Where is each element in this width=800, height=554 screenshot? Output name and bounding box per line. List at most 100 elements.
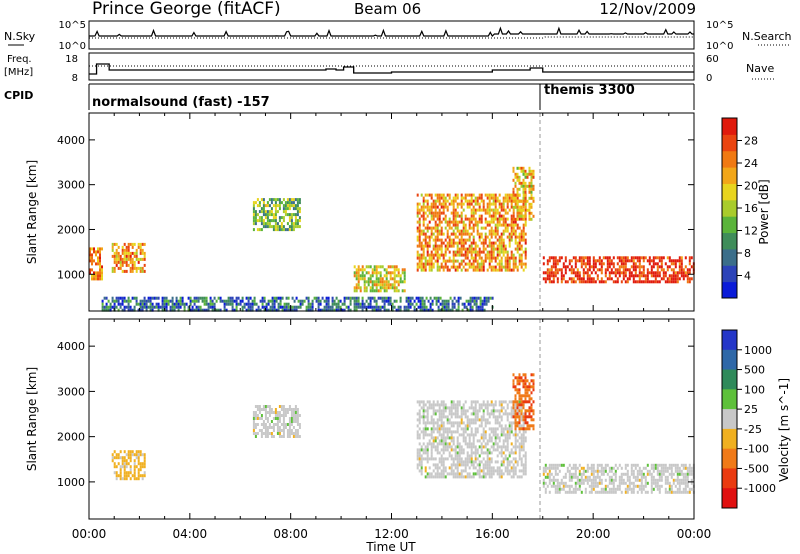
velocity-cell (440, 463, 443, 467)
power-cell (274, 228, 277, 232)
y-tick-label: 1000 (57, 476, 85, 489)
power-cell (405, 299, 408, 303)
velocity-cell (500, 445, 503, 449)
power-cell (500, 217, 503, 221)
velocity-cell (510, 424, 513, 428)
power-cell (252, 201, 255, 205)
velocity-cell (572, 463, 575, 467)
velocity-cell (520, 406, 523, 410)
power-cell (472, 217, 475, 221)
velocity-cell (440, 469, 443, 473)
velocity-cell (470, 463, 473, 467)
power-cell (292, 198, 295, 202)
velocity-cell (634, 463, 637, 467)
power-cell (612, 265, 615, 269)
power-cell (375, 299, 378, 303)
power-cell (483, 299, 486, 303)
velocity-cell (458, 451, 461, 455)
power-cell (215, 308, 218, 312)
power-cell (520, 253, 523, 257)
velocity-cell (484, 451, 487, 455)
power-cell (391, 302, 394, 306)
velocity-cell (572, 475, 575, 479)
velocity-cell (668, 463, 671, 467)
power-cell (443, 299, 446, 303)
velocity-cell (440, 454, 443, 458)
velocity-cell (494, 403, 497, 407)
velocity-cell (516, 433, 519, 437)
velocity-cell (274, 411, 277, 414)
velocity-cell (518, 454, 521, 458)
power-cell (231, 308, 234, 312)
power-cell (438, 214, 441, 218)
velocity-cell (514, 457, 517, 461)
power-cell (632, 274, 635, 278)
power-cell (430, 226, 433, 230)
velocity-cell (626, 472, 629, 476)
power-cell (490, 214, 493, 218)
power-cell (514, 238, 517, 242)
velocity-cell (290, 417, 293, 420)
power-cell (462, 253, 465, 257)
velocity-cell (554, 469, 557, 473)
power-cell (117, 251, 120, 255)
power-cell (177, 299, 180, 303)
power-cell (424, 193, 427, 197)
velocity-cell (532, 400, 535, 404)
power-cell (115, 254, 118, 258)
power-cell (270, 201, 273, 205)
power-cell (293, 308, 296, 312)
velocity-cell (436, 466, 439, 470)
power-cell (514, 193, 517, 197)
power-cell (280, 228, 283, 232)
velocity-cell (282, 429, 285, 432)
velocity-cell (596, 463, 599, 467)
velocity-cell (474, 472, 477, 476)
power-cell (267, 299, 270, 303)
velocity-cell (119, 468, 122, 472)
velocity-cell (458, 421, 461, 425)
power-cell (121, 257, 124, 261)
power-cell (268, 219, 271, 223)
colorbar-swatch (722, 265, 737, 283)
power-cell (355, 283, 358, 287)
power-cell (149, 302, 152, 306)
velocity-cell (486, 469, 489, 473)
velocity-cell (532, 418, 535, 422)
power-cell (488, 259, 491, 263)
velocity-cell (666, 475, 669, 479)
power-cell (520, 181, 523, 185)
velocity-cell (476, 415, 479, 419)
power-cell (662, 277, 665, 281)
power-cell (361, 302, 364, 306)
power-cell (556, 268, 559, 272)
velocity-cell (498, 415, 501, 419)
velocity-cell (418, 400, 421, 404)
power-cell (115, 299, 118, 303)
velocity-cell (115, 465, 118, 469)
power-cell (498, 223, 501, 227)
velocity-cell (494, 439, 497, 443)
velocity-cell (444, 415, 447, 419)
velocity-cell (468, 445, 471, 449)
velocity-cell (548, 481, 551, 485)
power-cell (432, 202, 435, 206)
velocity-cell (446, 430, 449, 434)
velocity-cell (472, 409, 475, 413)
power-cell (163, 296, 166, 300)
velocity-cell (476, 418, 479, 422)
power-cell (227, 299, 230, 303)
power-cell (432, 253, 435, 257)
power-cell (506, 268, 509, 272)
velocity-cell (266, 435, 269, 438)
velocity-cell (492, 409, 495, 413)
velocity-cell (456, 415, 459, 419)
power-cell (578, 280, 581, 284)
power-cell (646, 280, 649, 284)
power-cell (260, 228, 263, 232)
power-cell (252, 210, 255, 214)
velocity-cell (418, 442, 421, 446)
power-cell (654, 262, 657, 266)
power-cell (235, 299, 238, 303)
velocity-cell (658, 487, 661, 491)
